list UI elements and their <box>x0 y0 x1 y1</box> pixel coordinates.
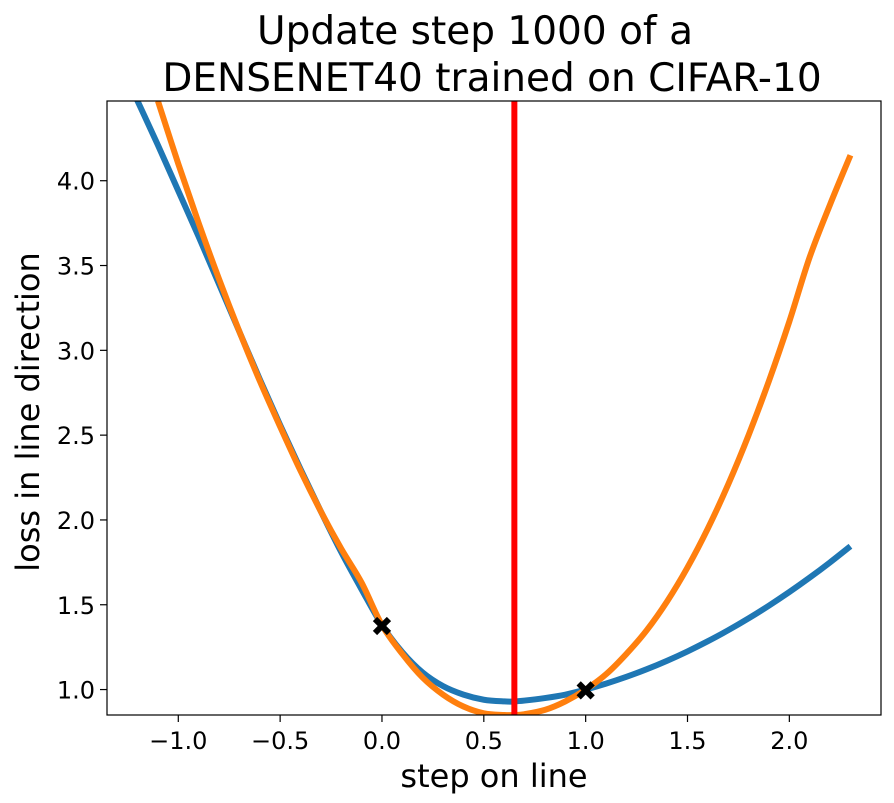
chart-title-line-2: DENSENET40 trained on CIFAR-10 <box>162 56 821 101</box>
y-tick-label: 3.0 <box>57 337 95 365</box>
x-marker-2 <box>576 681 595 700</box>
y-tick-label: 2.5 <box>57 422 95 450</box>
chart-title-line-1: Update step 1000 of a <box>257 9 693 54</box>
x-tick-label: 0.0 <box>363 727 401 755</box>
y-tick-label: 1.5 <box>57 592 95 620</box>
x-tick-label: −0.5 <box>251 727 309 755</box>
x-axis-label: step on line <box>400 757 587 795</box>
x-tick-label: 2.0 <box>770 727 808 755</box>
y-tick-label: 4.0 <box>57 168 95 196</box>
plot-frame <box>106 100 882 716</box>
x-tick-label: −1.0 <box>149 727 207 755</box>
x-marker-1 <box>372 616 392 636</box>
x-axis: −1.0 −0.5 0.0 0.5 1.0 1.5 2.0 <box>149 715 808 755</box>
series-line-2 <box>155 101 854 715</box>
y-axis-label: loss in line direction <box>9 252 47 571</box>
x-tick-label: 0.5 <box>465 727 503 755</box>
y-axis: 1.0 1.5 2.0 2.5 3.0 3.5 4.0 <box>57 168 107 705</box>
y-tick-label: 3.5 <box>57 253 95 281</box>
y-tick-label: 1.0 <box>57 677 95 705</box>
x-tick-label: 1.5 <box>668 727 706 755</box>
plot-area <box>134 101 854 715</box>
y-tick-label: 2.0 <box>57 507 95 535</box>
x-tick-label: 1.0 <box>567 727 605 755</box>
series-line-1 <box>134 101 853 705</box>
